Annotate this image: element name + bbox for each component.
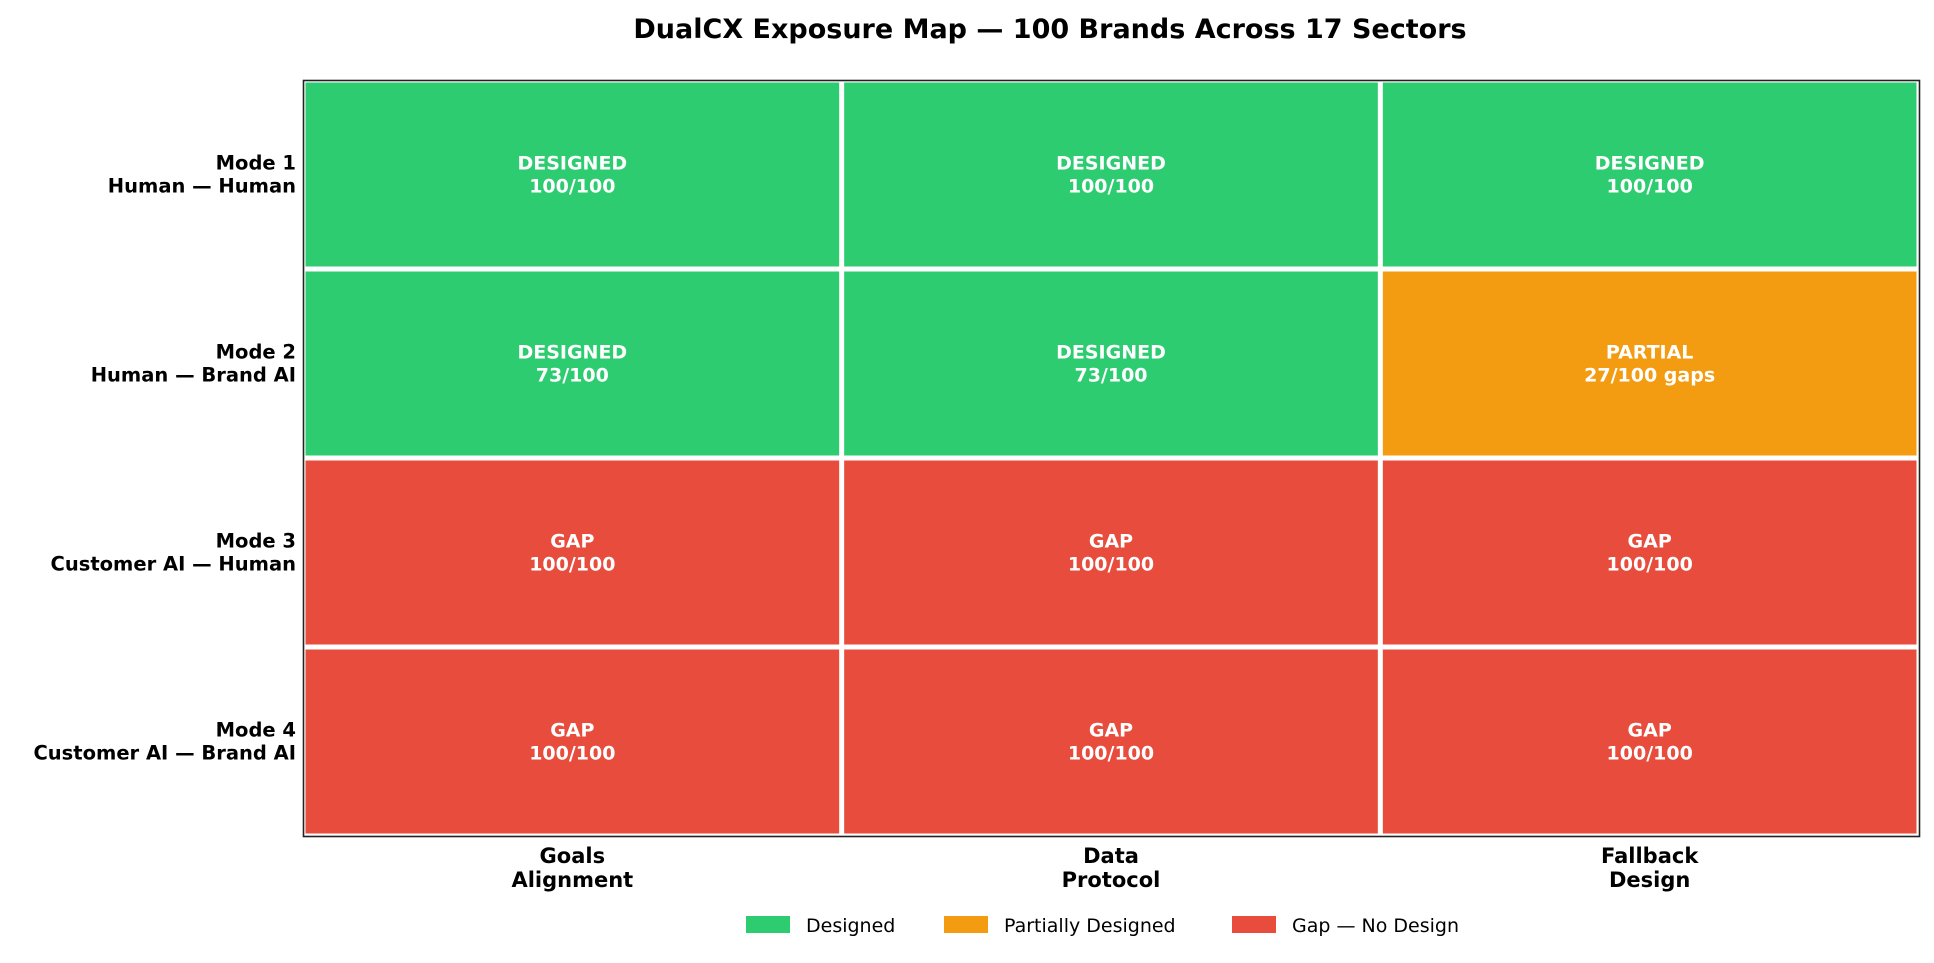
cell-value-label: 100/100 [1068,554,1154,576]
cell-status-label: GAP [550,720,594,742]
row-label: Customer AI — Brand AI [33,742,296,765]
column-label: Protocol [1062,868,1161,892]
column-label: Goals [540,844,606,868]
row-label: Mode 4 [216,719,296,742]
cell-status-label: GAP [550,531,594,553]
cell-value-label: 73/100 [536,365,609,387]
cell-value-label: 100/100 [1607,176,1693,198]
cell-value-label: 100/100 [1607,554,1693,576]
legend-swatch [944,916,988,933]
cell-status-label: GAP [1628,531,1672,553]
legend-swatch [1232,916,1276,933]
cell-status-label: PARTIAL [1606,342,1694,364]
cell-value-label: 100/100 [529,743,615,765]
cell-fill [1382,82,1917,267]
column-label: Alignment [511,868,633,892]
row-label: Customer AI — Human [51,553,296,576]
cell-value-label: 100/100 [1068,176,1154,198]
cell-status-label: DESIGNED [517,153,627,175]
row-label: Human — Human [108,175,296,198]
cell-status-label: DESIGNED [1056,153,1166,175]
row-label: Mode 3 [216,530,296,553]
legend-item: Designed [746,915,895,937]
column-label: Data [1083,844,1139,868]
cell-fill [1382,460,1917,645]
cell-value-label: 100/100 [529,554,615,576]
cell-fill [305,460,840,645]
cell-status-label: DESIGNED [517,342,627,364]
cell-value-label: 100/100 [1068,743,1154,765]
column-label: Design [1609,868,1690,892]
cell-status-label: GAP [1628,720,1672,742]
cell-status-label: DESIGNED [1595,153,1705,175]
cell-fill [305,271,840,456]
row-label: Human — Brand AI [91,364,296,387]
legend-label: Partially Designed [1004,915,1176,937]
cell-status-label: GAP [1089,531,1133,553]
cell-value-label: 27/100 gaps [1584,365,1715,387]
cell-fill [844,460,1378,645]
column-label: Fallback [1601,844,1699,868]
cell-fill [305,649,840,834]
cell-status-label: GAP [1089,720,1133,742]
row-label: Mode 2 [216,341,296,364]
cell-fill [1382,271,1917,456]
legend-label: Gap — No Design [1292,915,1459,937]
legend-swatch [746,916,790,933]
cell-fill [844,649,1378,834]
legend-item: Gap — No Design [1232,915,1459,937]
cell-value-label: 73/100 [1074,365,1147,387]
plot-frame [302,79,1921,838]
cell-fill [305,82,840,267]
cell-fill [844,82,1378,267]
cell-value-label: 100/100 [1607,743,1693,765]
cell-status-label: DESIGNED [1056,342,1166,364]
cell-fill [844,271,1378,456]
legend-item: Partially Designed [944,915,1176,937]
cell-fill [1382,649,1917,834]
cell-value-label: 100/100 [529,176,615,198]
chart-title: DualCX Exposure Map — 100 Brands Across … [633,14,1466,45]
row-label: Mode 1 [216,152,296,175]
legend-label: Designed [806,915,895,937]
